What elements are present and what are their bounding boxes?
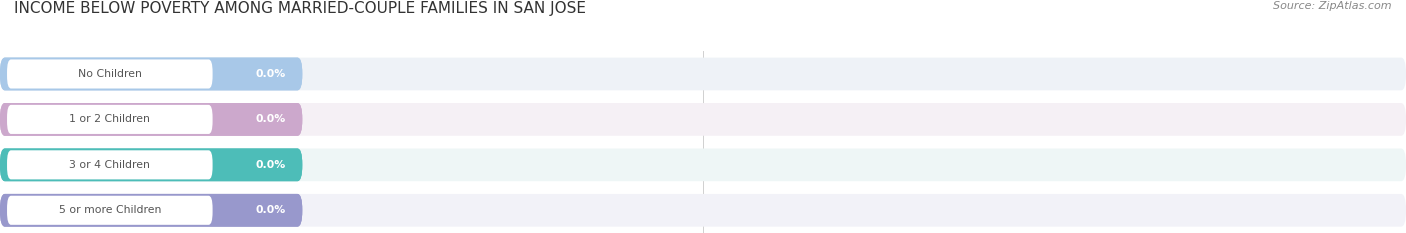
FancyBboxPatch shape: [0, 103, 302, 136]
FancyBboxPatch shape: [0, 58, 1406, 90]
FancyBboxPatch shape: [7, 196, 212, 225]
FancyBboxPatch shape: [0, 58, 302, 90]
Text: INCOME BELOW POVERTY AMONG MARRIED-COUPLE FAMILIES IN SAN JOSE: INCOME BELOW POVERTY AMONG MARRIED-COUPL…: [14, 1, 586, 16]
FancyBboxPatch shape: [0, 148, 302, 181]
FancyBboxPatch shape: [0, 58, 302, 90]
Text: 0.0%: 0.0%: [254, 205, 285, 215]
FancyBboxPatch shape: [0, 194, 302, 227]
Text: No Children: No Children: [77, 69, 142, 79]
Text: 0.0%: 0.0%: [254, 69, 285, 79]
FancyBboxPatch shape: [0, 148, 302, 181]
FancyBboxPatch shape: [0, 148, 1406, 181]
FancyBboxPatch shape: [7, 150, 212, 179]
Text: 1 or 2 Children: 1 or 2 Children: [69, 114, 150, 124]
FancyBboxPatch shape: [7, 59, 212, 89]
Text: 0.0%: 0.0%: [254, 160, 285, 170]
FancyBboxPatch shape: [7, 105, 212, 134]
FancyBboxPatch shape: [0, 194, 302, 227]
Text: 5 or more Children: 5 or more Children: [59, 205, 162, 215]
FancyBboxPatch shape: [0, 103, 1406, 136]
Text: Source: ZipAtlas.com: Source: ZipAtlas.com: [1274, 1, 1392, 11]
Text: 3 or 4 Children: 3 or 4 Children: [69, 160, 150, 170]
FancyBboxPatch shape: [0, 194, 1406, 227]
Text: 0.0%: 0.0%: [254, 114, 285, 124]
FancyBboxPatch shape: [0, 103, 302, 136]
